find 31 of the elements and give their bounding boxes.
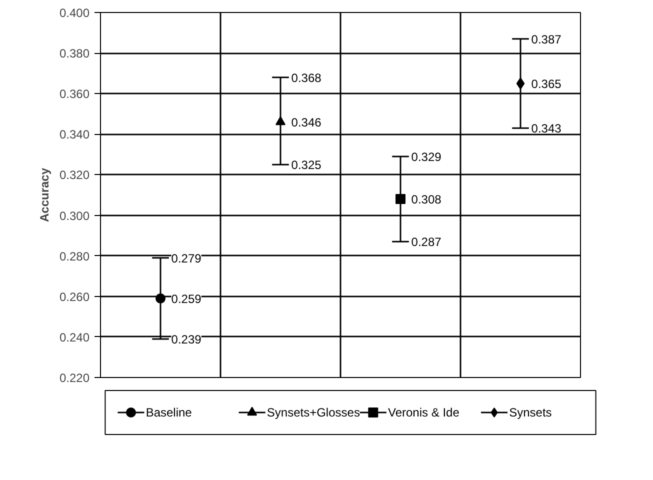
y-tick-label: 0.360 — [59, 87, 90, 102]
y-tick-label: 0.320 — [59, 168, 90, 182]
y-tick-label: 0.340 — [59, 128, 90, 142]
annotation: 0.387 — [531, 32, 562, 46]
legend-label: Veronis & Ide — [388, 406, 460, 420]
data-label: 0.365 — [531, 76, 562, 91]
point — [516, 77, 525, 90]
annotation: 0.239 — [171, 332, 202, 346]
data-label: 0.346 — [291, 116, 322, 130]
y-tick-label: 0.300 — [59, 208, 90, 223]
y-tick-label: 0.280 — [59, 249, 90, 264]
y-axis-title: Accuracy — [37, 168, 52, 222]
point — [156, 293, 166, 304]
data-label: 0.259 — [171, 292, 202, 306]
legend-label: Synsets — [509, 406, 552, 420]
annotation: 0.368 — [291, 70, 322, 85]
annotation: 0.343 — [531, 122, 562, 136]
legend-label: Baseline — [146, 406, 192, 420]
y-tick-label: 0.260 — [59, 290, 90, 304]
y-tick-label: 0.380 — [59, 46, 90, 61]
annotation: 0.329 — [411, 150, 442, 164]
legend-label: Synsets+Glosses — [266, 406, 360, 420]
y-tick-label: 0.240 — [59, 330, 90, 344]
annotation: 0.279 — [171, 251, 202, 266]
y-tick-label: 0.400 — [59, 6, 90, 20]
point — [276, 116, 286, 126]
point — [396, 194, 406, 204]
y-tick-label: 0.220 — [59, 371, 90, 385]
annotation: 0.325 — [291, 158, 322, 172]
data-label: 0.308 — [411, 192, 442, 207]
annotation: 0.287 — [411, 235, 442, 250]
